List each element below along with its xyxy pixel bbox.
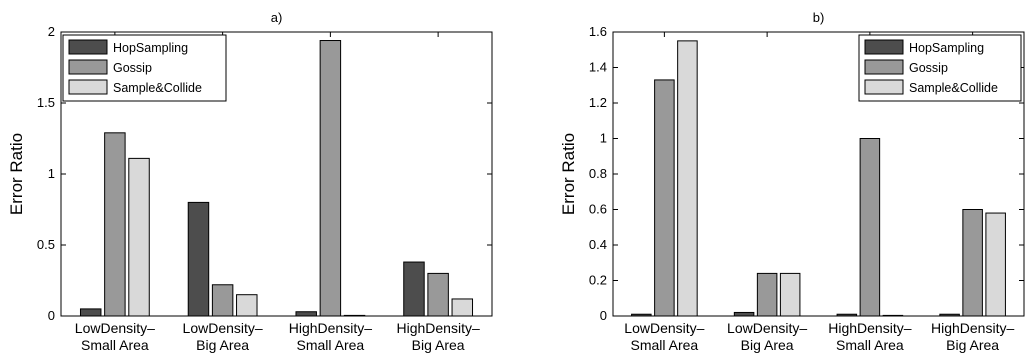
y-tick-label: 1.2: [589, 95, 607, 110]
legend-swatch: [864, 39, 904, 55]
bar: [882, 314, 904, 317]
bar: [985, 212, 1006, 317]
y-axis-label: Error Ratio: [7, 133, 26, 215]
bar: [104, 132, 126, 317]
bar: [343, 314, 366, 317]
chart-title: b): [813, 10, 825, 25]
legend: HopSampling Gossip Sample&Collide: [62, 34, 227, 102]
y-tick-label: 1: [600, 131, 607, 146]
x-tick-label: Big Area: [946, 337, 999, 353]
bar: [295, 311, 317, 317]
legend-swatch: [68, 59, 108, 75]
x-tick-label: Big Area: [412, 337, 465, 353]
legend-swatch: [68, 39, 108, 55]
chart-title: a): [271, 10, 283, 25]
bar: [631, 313, 652, 317]
legend-label: Sample&Collide: [113, 81, 202, 95]
x-tick-label: LowDensity–: [183, 320, 263, 336]
y-tick-label: 1.4: [589, 60, 607, 75]
x-tick-label: LowDensity–: [624, 320, 704, 336]
bar: [236, 294, 258, 317]
legend-label: HopSampling: [909, 41, 984, 55]
bar: [128, 157, 150, 317]
bar: [319, 40, 342, 317]
bar: [733, 311, 755, 317]
y-tick-label: 0: [48, 308, 55, 323]
y-tick-label: 1.5: [37, 95, 55, 110]
bar: [427, 272, 449, 317]
x-tick-label: Big Area: [741, 337, 794, 353]
legend-swatch: [68, 79, 108, 95]
chart-b: 00.20.40.60.811.21.41.6LowDensity–Small …: [559, 10, 1025, 353]
y-tick-label: 0.8: [589, 166, 607, 181]
x-tick-label: Small Area: [631, 337, 699, 353]
bar: [677, 40, 698, 317]
bar: [187, 201, 210, 317]
y-tick-label: 0.4: [589, 237, 607, 252]
y-tick-label: 1: [48, 166, 55, 181]
y-tick-label: 0.6: [589, 202, 607, 217]
legend-label: Gossip: [113, 61, 152, 75]
bar: [403, 261, 425, 317]
legend-swatch: [864, 59, 904, 75]
x-tick-label: Small Area: [297, 337, 365, 353]
x-tick-label: Small Area: [836, 337, 904, 353]
x-tick-label: Small Area: [81, 337, 149, 353]
y-tick-label: 0.2: [589, 273, 607, 288]
bar: [211, 284, 234, 317]
x-tick-label: Big Area: [196, 337, 249, 353]
legend: HopSampling Gossip Sample&Collide: [858, 34, 1022, 102]
x-tick-label: HighDensity–: [289, 320, 372, 336]
bar: [779, 272, 801, 317]
legend-label: Gossip: [909, 61, 948, 75]
bar: [756, 272, 778, 317]
bar: [451, 298, 474, 317]
bar: [939, 313, 960, 317]
y-axis-label: Error Ratio: [559, 133, 578, 215]
x-tick-label: HighDensity–: [828, 320, 911, 336]
bar: [859, 138, 881, 317]
x-tick-label: LowDensity–: [75, 320, 155, 336]
legend-label: Sample&Collide: [909, 81, 998, 95]
x-tick-label: HighDensity–: [396, 320, 479, 336]
x-tick-label: LowDensity–: [727, 320, 807, 336]
bar: [79, 308, 102, 317]
y-tick-label: 0.5: [37, 237, 55, 252]
legend-label: HopSampling: [113, 41, 188, 55]
bar: [654, 79, 675, 317]
bar: [962, 209, 983, 317]
legend-swatch: [864, 79, 904, 95]
y-tick-label: 2: [48, 24, 55, 39]
bar: [836, 313, 858, 317]
x-tick-label: HighDensity–: [931, 320, 1014, 336]
y-tick-label: 0: [600, 308, 607, 323]
y-tick-label: 1.6: [589, 24, 607, 39]
